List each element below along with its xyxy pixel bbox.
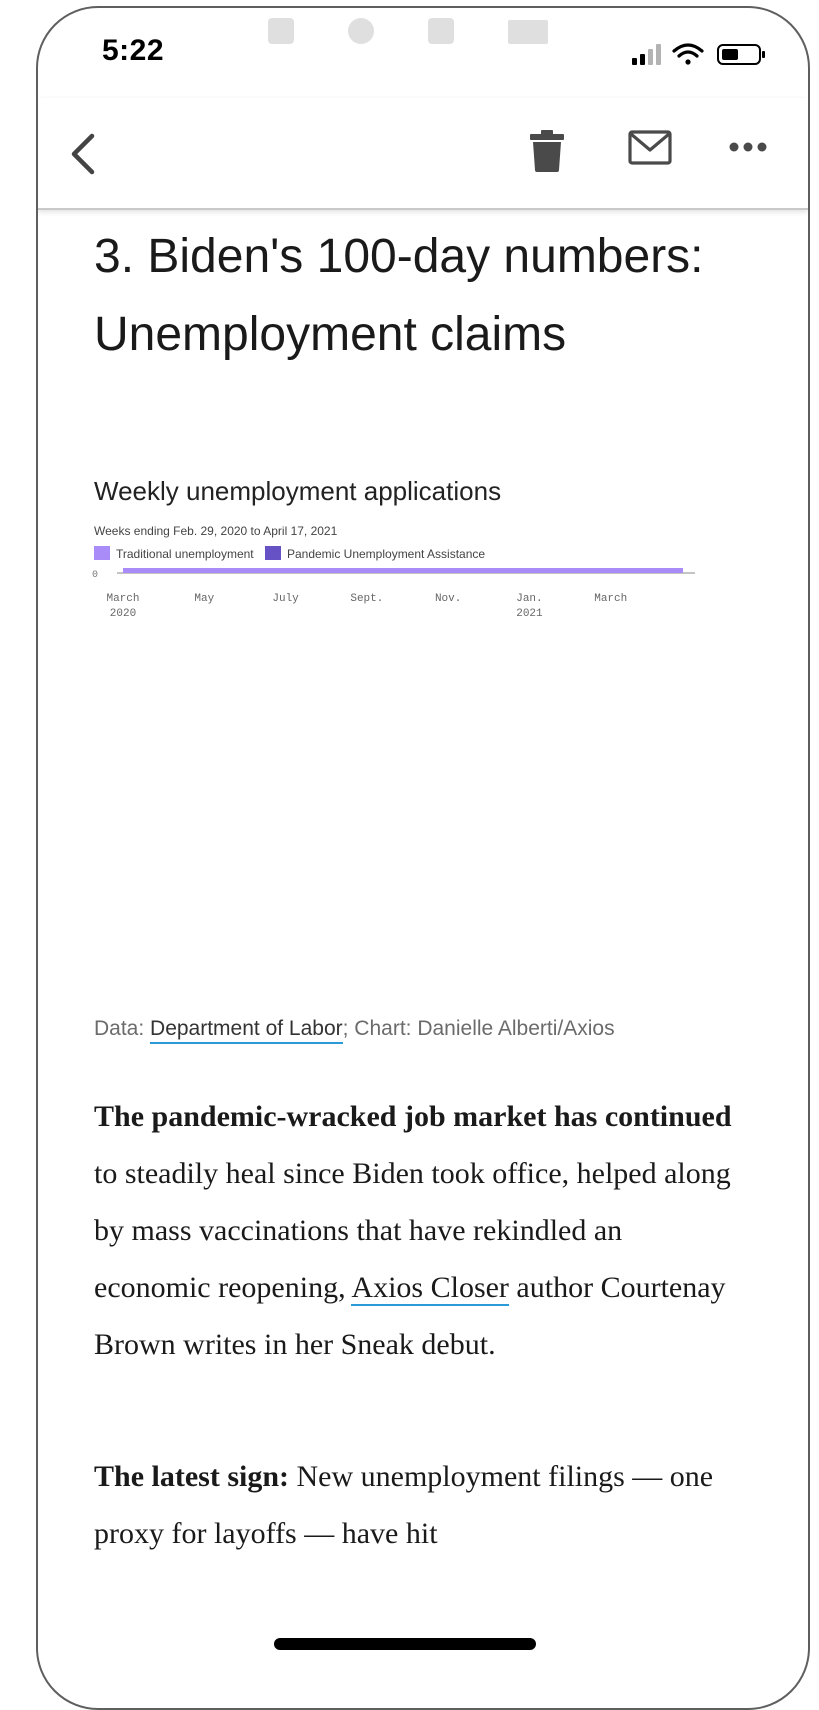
x-tick-label: March: [106, 593, 139, 605]
source-link[interactable]: Department of Labor: [150, 1017, 343, 1044]
trash-icon: [530, 130, 564, 172]
legend-swatch-pua: [264, 546, 281, 560]
x-tick-label: Nov.: [435, 593, 461, 605]
wifi-icon: [672, 43, 704, 65]
axios-closer-link[interactable]: Axios Closer: [351, 1271, 509, 1306]
x-tick-label: March: [594, 593, 627, 605]
series-area-traditional: [123, 568, 683, 573]
status-time: 5:22: [102, 34, 165, 67]
chart-subtitle: Weeks ending Feb. 29, 2020 to April 17, …: [94, 524, 338, 538]
paragraph-2-text: New unemployment filings — one proxy for…: [94, 1460, 714, 1550]
delete-button[interactable]: [530, 130, 564, 177]
x-tick-label: July: [272, 593, 299, 605]
source-suffix: ; Chart: Danielle Alberti/Axios: [342, 1017, 615, 1040]
x-tick-label-year: 2021: [516, 608, 543, 620]
chevron-left-icon: [71, 133, 95, 175]
x-tick-label: Sept.: [350, 593, 383, 605]
y-tick-label: 0: [92, 570, 98, 581]
article-headline: 3. Biden's 100-day numbers: Unemployment…: [94, 230, 704, 361]
more-button[interactable]: [728, 132, 768, 167]
status-bar: 5:22: [38, 8, 808, 98]
battery-icon: [717, 44, 765, 65]
chart-title: Weekly unemployment applications: [94, 476, 502, 506]
legend-label-traditional: Traditional unemployment: [116, 547, 254, 561]
chart-source: Data: Department of Labor; Chart: Daniel…: [94, 1017, 615, 1044]
legend-label-pua: Pandemic Unemployment Assistance: [286, 547, 486, 561]
mail-toolbar: [38, 98, 808, 210]
paragraph-1-text-b: author Courtenay Brown writes in her Sne…: [94, 1271, 726, 1361]
status-icons: [632, 43, 765, 65]
cellular-signal-icon: [632, 44, 661, 65]
source-prefix: Data:: [94, 1017, 151, 1040]
share-icons-faint: [268, 18, 548, 44]
article-paragraph-1: The pandemic-wracked job market has cont…: [94, 1088, 744, 1373]
mail-icon: [628, 130, 672, 165]
x-tick-label-year: 2020: [110, 608, 136, 620]
more-horizontal-icon: [729, 142, 767, 152]
legend-item-traditional: Traditional unemployment: [94, 546, 254, 561]
article-paragraph-2: The latest sign: New unemployment filing…: [94, 1448, 744, 1562]
x-tick-label: May: [194, 593, 214, 605]
back-button[interactable]: [66, 130, 102, 183]
unemployment-area-chart: Bidenpresidency0500k1m2m2m3m3m4m4m5m5m6m…: [92, 568, 695, 620]
mail-button[interactable]: [628, 130, 672, 171]
chart-legend: Traditional unemployment Pandemic Unempl…: [94, 546, 493, 561]
paragraph-2-lead: The latest sign:: [94, 1460, 289, 1493]
legend-swatch-traditional: [94, 546, 110, 560]
paragraph-1-lead: The pandemic-wracked job market has cont…: [94, 1100, 732, 1133]
phone-frame: 5:22: [36, 6, 810, 1710]
x-tick-label: Jan.: [516, 593, 542, 605]
legend-item-pua: Pandemic Unemployment Assistance: [264, 546, 486, 561]
home-indicator[interactable]: [274, 1638, 536, 1650]
paragraph-1-text-a: to steadily heal since Biden took office…: [94, 1157, 731, 1304]
